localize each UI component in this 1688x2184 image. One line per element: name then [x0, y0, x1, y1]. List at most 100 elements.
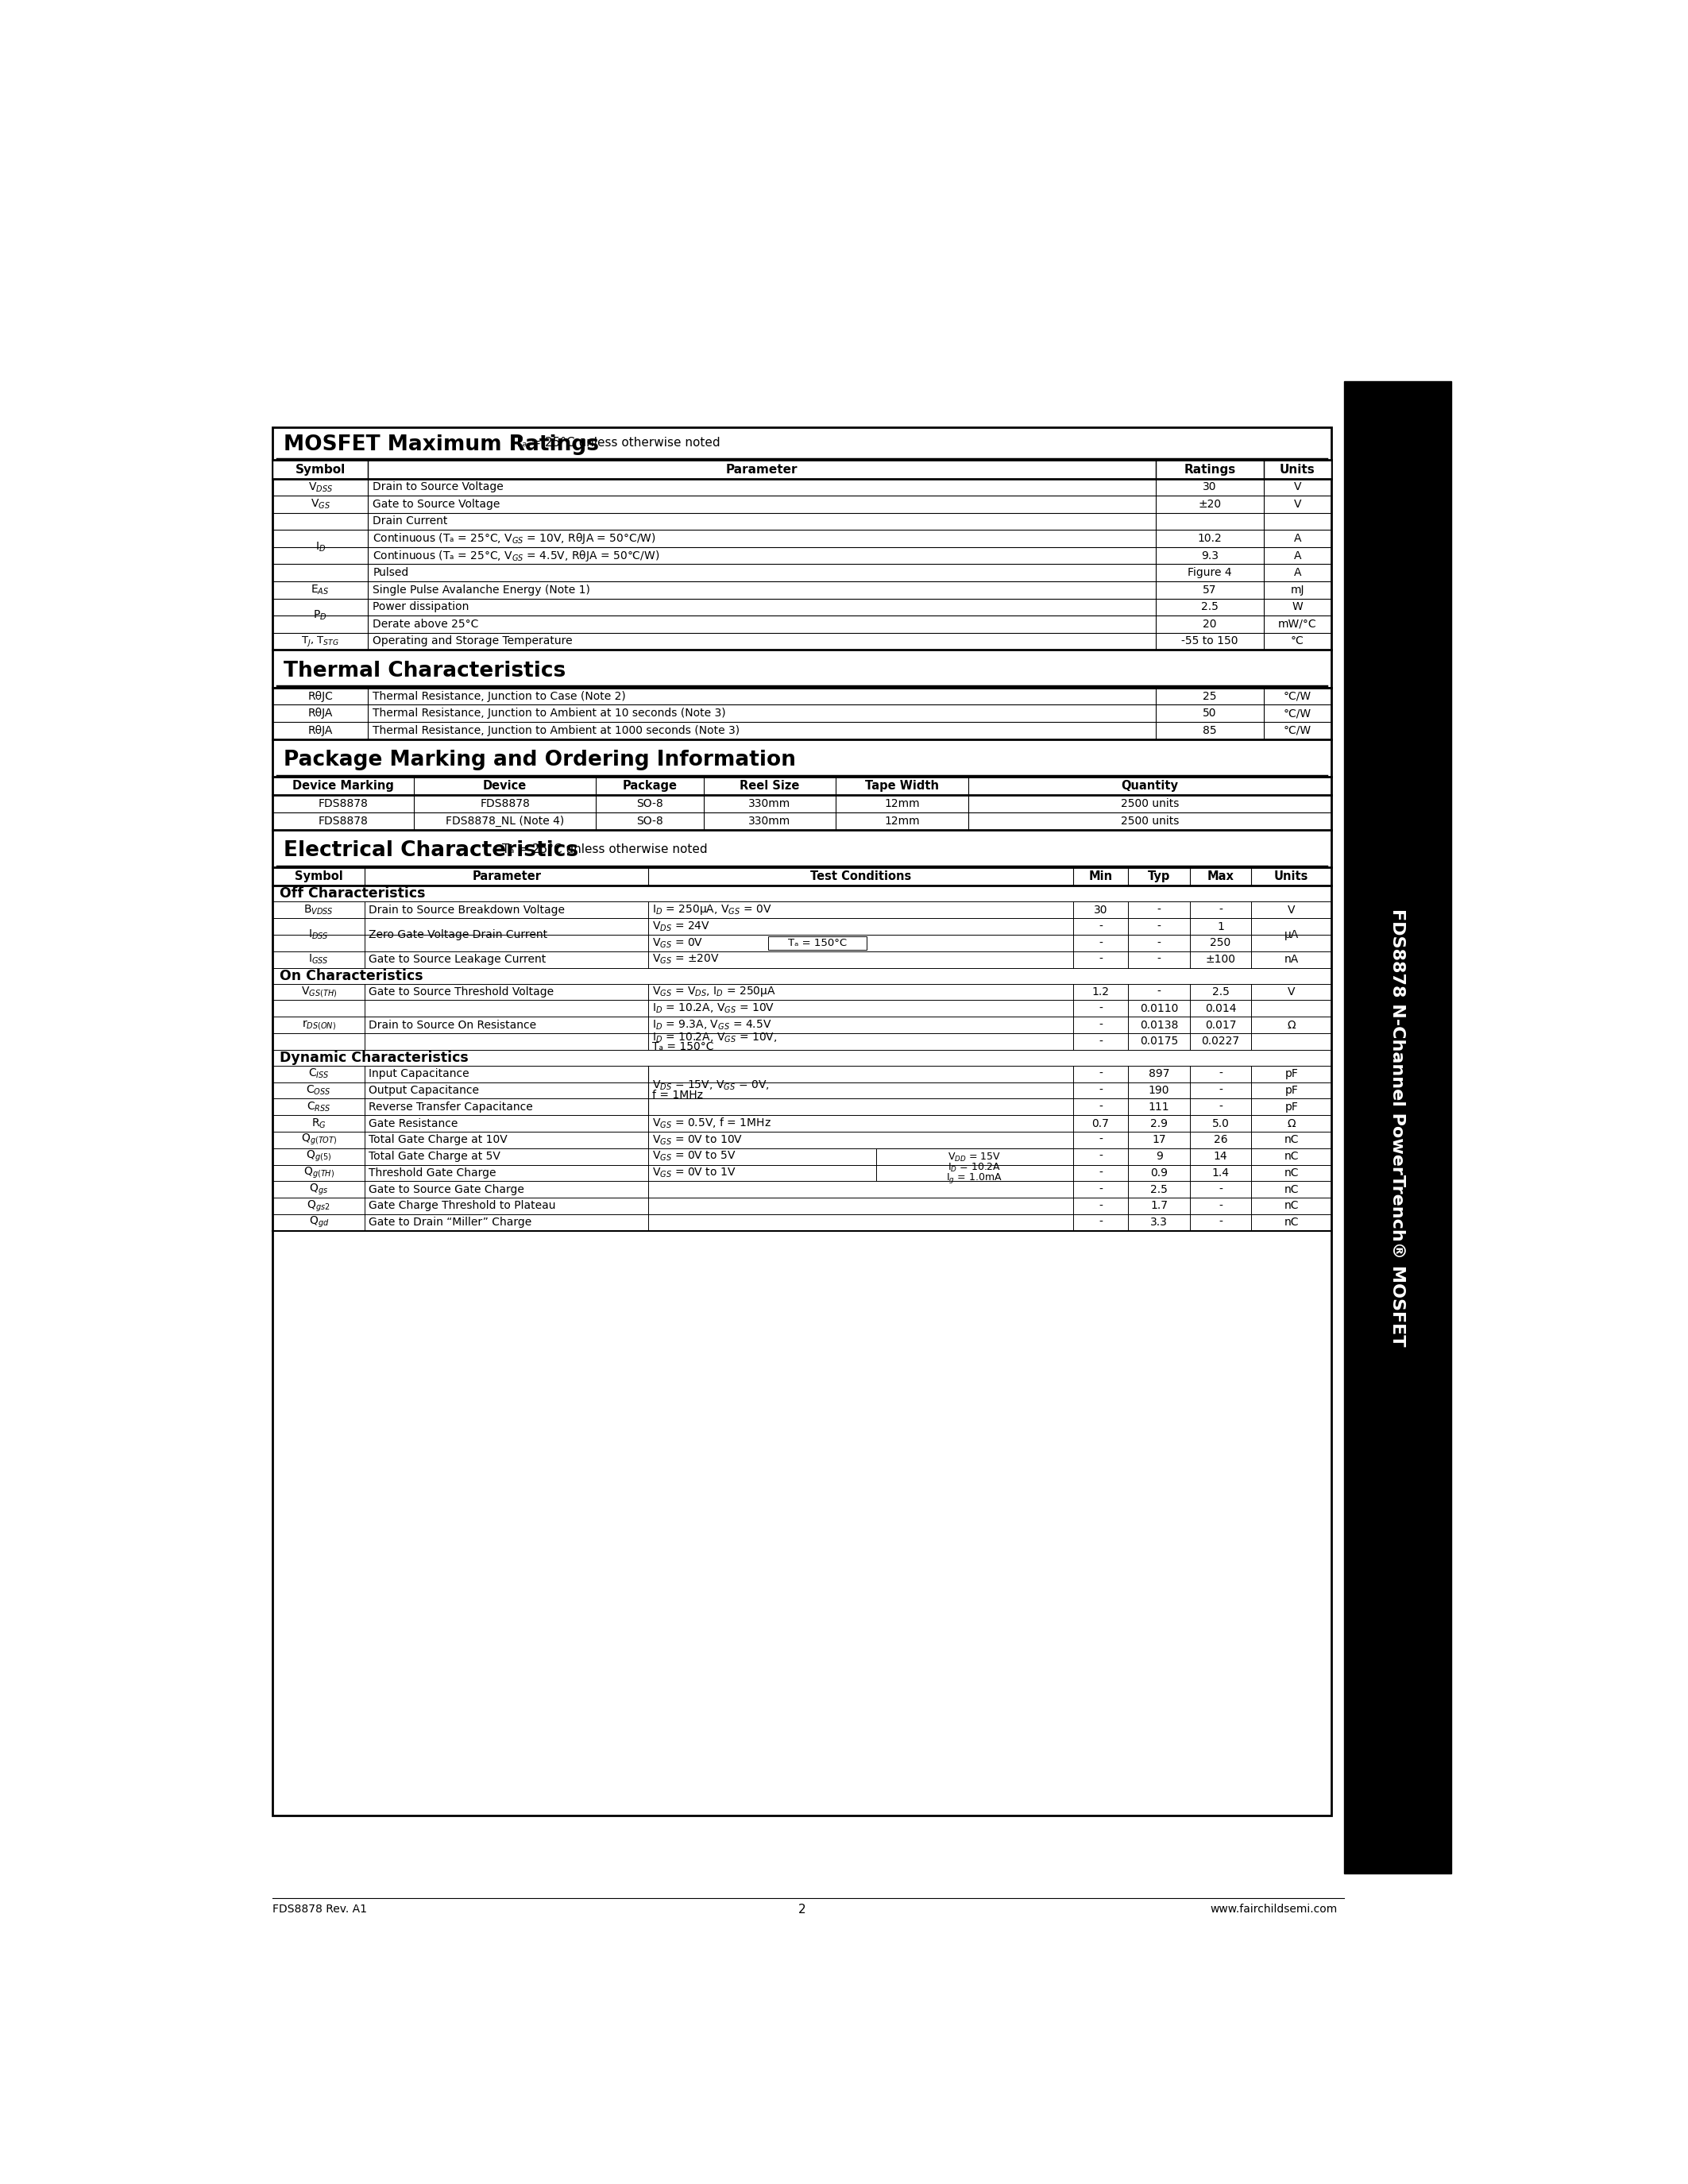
Text: 30: 30 — [1204, 480, 1217, 494]
Text: V$_{GS}$: V$_{GS}$ — [311, 498, 331, 511]
Text: -: - — [1099, 937, 1102, 948]
Text: A: A — [1293, 568, 1301, 579]
Text: -: - — [1219, 1201, 1222, 1212]
Text: Thermal Characteristics: Thermal Characteristics — [284, 662, 565, 681]
Text: Drain to Source On Resistance: Drain to Source On Resistance — [368, 1020, 537, 1031]
Text: Q$_{g(TOT)}$: Q$_{g(TOT)}$ — [300, 1133, 338, 1147]
Text: T$_J$, T$_{STG}$: T$_J$, T$_{STG}$ — [300, 636, 339, 649]
Text: 0.7: 0.7 — [1092, 1118, 1109, 1129]
Text: Thermal Resistance, Junction to Case (Note 2): Thermal Resistance, Junction to Case (No… — [373, 690, 626, 701]
Text: Off Characteristics: Off Characteristics — [280, 887, 425, 902]
Text: nC: nC — [1285, 1201, 1298, 1212]
Text: nC: nC — [1285, 1151, 1298, 1162]
Text: Symbol: Symbol — [295, 871, 343, 882]
Text: 1: 1 — [1217, 922, 1224, 933]
Text: -: - — [1099, 1151, 1102, 1162]
Text: 250: 250 — [1210, 937, 1231, 948]
Text: pF: pF — [1285, 1085, 1298, 1096]
Text: Threshold Gate Charge: Threshold Gate Charge — [368, 1168, 496, 1179]
Text: 14: 14 — [1214, 1151, 1227, 1162]
Text: Power dissipation: Power dissipation — [373, 601, 469, 612]
Text: 9: 9 — [1156, 1151, 1163, 1162]
Text: Reverse Transfer Capacitance: Reverse Transfer Capacitance — [368, 1101, 533, 1112]
Text: 3.3: 3.3 — [1151, 1216, 1168, 1227]
Text: Parameter: Parameter — [473, 871, 542, 882]
Text: P$_D$: P$_D$ — [314, 609, 327, 622]
Text: Electrical Characteristics: Electrical Characteristics — [284, 841, 579, 860]
Text: Q$_{g(5)}$: Q$_{g(5)}$ — [306, 1149, 331, 1164]
Bar — [1264, 461, 1332, 478]
Text: 897: 897 — [1148, 1068, 1170, 1079]
Text: Q$_{g(TH)}$: Q$_{g(TH)}$ — [304, 1166, 334, 1179]
Text: RθJC: RθJC — [307, 690, 333, 701]
Text: 2500 units: 2500 units — [1121, 815, 1178, 826]
Text: 57: 57 — [1204, 585, 1217, 596]
Text: Q$_{gd}$: Q$_{gd}$ — [309, 1214, 329, 1230]
Text: 2.5: 2.5 — [1202, 601, 1219, 612]
Text: pF: pF — [1285, 1101, 1298, 1112]
Text: V$_{GS}$ = 0.5V, f = 1MHz: V$_{GS}$ = 0.5V, f = 1MHz — [652, 1116, 771, 1131]
Text: Gate to Source Gate Charge: Gate to Source Gate Charge — [368, 1184, 525, 1195]
Text: Drain Current: Drain Current — [373, 515, 447, 526]
Text: V: V — [1288, 904, 1295, 915]
Text: Package: Package — [623, 780, 677, 793]
Text: -: - — [1099, 1201, 1102, 1212]
Text: 2500 units: 2500 units — [1121, 799, 1178, 810]
Text: -: - — [1219, 1101, 1222, 1112]
Text: 17: 17 — [1151, 1133, 1166, 1144]
Text: -: - — [1099, 1184, 1102, 1195]
Text: V$_{DS}$ = 15V, V$_{GS}$ = 0V,: V$_{DS}$ = 15V, V$_{GS}$ = 0V, — [652, 1079, 770, 1092]
Text: Tₐ = 150°C: Tₐ = 150°C — [652, 1042, 714, 1053]
Bar — [368, 461, 1156, 478]
Text: Tₐ = 150°C: Tₐ = 150°C — [788, 937, 847, 948]
Text: Units: Units — [1274, 871, 1308, 882]
Text: 330mm: 330mm — [748, 799, 790, 810]
Text: 0.0227: 0.0227 — [1202, 1035, 1239, 1046]
Text: mW/°C: mW/°C — [1278, 618, 1317, 629]
Text: -: - — [1158, 954, 1161, 965]
Text: Tₐ = 25°C unless otherwise noted: Tₐ = 25°C unless otherwise noted — [515, 437, 721, 450]
Text: Package Marking and Ordering Information: Package Marking and Ordering Information — [284, 749, 797, 771]
Bar — [1156, 461, 1264, 478]
Text: Typ: Typ — [1148, 871, 1170, 882]
Text: I$_D$ = 9.3A, V$_{GS}$ = 4.5V: I$_D$ = 9.3A, V$_{GS}$ = 4.5V — [652, 1018, 771, 1031]
Text: C$_{ISS}$: C$_{ISS}$ — [309, 1068, 329, 1081]
Text: nC: nC — [1285, 1168, 1298, 1179]
Text: -: - — [1099, 1101, 1102, 1112]
Text: 1.2: 1.2 — [1092, 987, 1109, 998]
Text: Derate above 25°C: Derate above 25°C — [373, 618, 479, 629]
Bar — [272, 428, 1332, 1815]
Text: 12mm: 12mm — [885, 799, 920, 810]
Text: °C: °C — [1291, 636, 1305, 646]
Text: A: A — [1293, 550, 1301, 561]
Text: Test Conditions: Test Conditions — [810, 871, 912, 882]
Text: 30: 30 — [1094, 904, 1107, 915]
Text: 5.0: 5.0 — [1212, 1118, 1229, 1129]
Text: V$_{GS}$ = 0V to 10V: V$_{GS}$ = 0V to 10V — [652, 1133, 743, 1147]
Text: Single Pulse Avalanche Energy (Note 1): Single Pulse Avalanche Energy (Note 1) — [373, 585, 591, 596]
Text: 2.5: 2.5 — [1151, 1184, 1168, 1195]
Text: Parameter: Parameter — [726, 463, 798, 476]
Text: V: V — [1293, 498, 1301, 509]
Text: I$_D$: I$_D$ — [316, 539, 326, 553]
Text: Output Capacitance: Output Capacitance — [368, 1085, 479, 1096]
Text: ±20: ±20 — [1198, 498, 1222, 509]
Text: Gate to Drain “Miller” Charge: Gate to Drain “Miller” Charge — [368, 1216, 532, 1227]
Text: Drain to Source Breakdown Voltage: Drain to Source Breakdown Voltage — [368, 904, 565, 915]
Text: mJ: mJ — [1291, 585, 1305, 596]
Text: 2: 2 — [798, 1904, 805, 1915]
Text: Operating and Storage Temperature: Operating and Storage Temperature — [373, 636, 572, 646]
Text: Tₐ = 25°C unless otherwise noted: Tₐ = 25°C unless otherwise noted — [503, 843, 707, 856]
Text: 1.4: 1.4 — [1212, 1168, 1229, 1179]
Text: V$_{GS}$ = ±20V: V$_{GS}$ = ±20V — [652, 952, 719, 965]
Text: V$_{DSS}$: V$_{DSS}$ — [307, 480, 333, 494]
Text: C$_{RSS}$: C$_{RSS}$ — [307, 1101, 331, 1114]
Text: Ω: Ω — [1288, 1020, 1296, 1031]
Bar — [648, 1066, 1074, 1116]
Text: V$_{GS}$ = 0V: V$_{GS}$ = 0V — [652, 937, 702, 950]
Text: W: W — [1291, 601, 1303, 612]
Text: Gate to Source Leakage Current: Gate to Source Leakage Current — [368, 954, 545, 965]
Bar — [1344, 382, 1452, 1874]
Text: Gate to Source Threshold Voltage: Gate to Source Threshold Voltage — [368, 987, 554, 998]
Text: 0.017: 0.017 — [1205, 1020, 1236, 1031]
